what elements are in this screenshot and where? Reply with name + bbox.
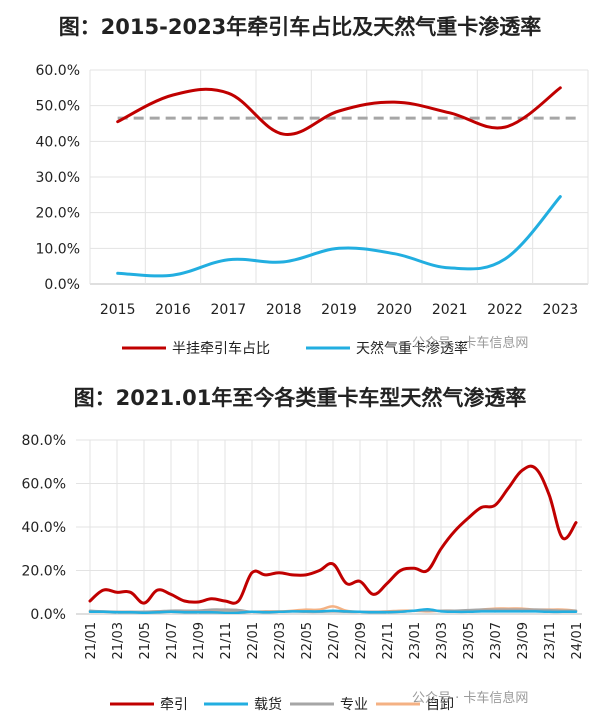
chart-2: 图：2021.01年至今各类重卡车型天然气渗透率 0.0% 20.0% 40.0% 6… [22,386,585,713]
series-line-2 [88,607,578,615]
x-tick-label: 22/01 [246,622,261,659]
y-tick-label: 20.0% [36,206,80,222]
chart-1: 图：2015-2023年牵引车占比及天然气重卡渗透率 0.0% 10.0% 20.0… [36,15,589,357]
y-tick-label: 0.0% [30,607,66,623]
y-tick-label: 40.0% [36,134,80,150]
x-tick-label: 2022 [487,302,523,318]
chart-2-x-ticks: 21/01 21/03 21/05 21/07 21/09 21/11 22/01 22/03… [84,622,585,659]
y-tick-label: 0.0% [44,277,80,293]
x-tick-label: 24/01 [570,622,585,659]
legend-label-4: 自卸 [426,697,454,713]
y-tick-label: 40.0% [22,520,66,536]
y-tick-label: 60.0% [22,477,66,493]
y-tick-label: 50.0% [36,99,80,115]
y-tick-label: 10.0% [36,241,80,257]
chart-2-legend: 牵引 载货 专业 自卸 [110,696,454,713]
legend-label-1: 半挂牵引车占比 [172,340,270,357]
y-tick-label: 60.0% [36,63,80,79]
x-tick-label: 21/03 [111,622,126,659]
y-tick-label: 80.0% [22,433,66,449]
x-tick-label: 2016 [155,302,191,318]
chart-1-title: 图：2015-2023年牵引车占比及天然气重卡渗透率 [59,15,542,39]
x-tick-label: 22/07 [327,622,342,659]
chart-2-y-ticks: 0.0% 20.0% 40.0% 60.0% 80.0% [22,433,66,623]
watermark-top: 公众号 · 卡车信息网 [412,335,528,351]
x-tick-label: 21/05 [138,622,153,659]
chart-1-series [116,86,578,278]
series-line-1 [116,86,562,136]
x-tick-label: 2017 [211,302,247,318]
watermark-bottom: 公众号 · 卡车信息网 [412,690,528,706]
chart-1-y-ticks: 0.0% 10.0% 20.0% 30.0% 40.0% 50.0% 60.0% [36,63,80,293]
x-tick-label: 2023 [543,302,579,318]
x-tick-label: 23/11 [543,622,558,659]
series-line-1 [88,464,578,605]
x-tick-label: 22/11 [381,622,396,659]
x-tick-label: 21/09 [192,622,207,659]
x-tick-label: 2018 [266,302,302,318]
x-tick-label: 2019 [321,302,357,318]
x-tick-label: 23/05 [462,622,477,659]
x-tick-label: 2020 [377,302,413,318]
y-tick-label: 20.0% [22,564,66,580]
legend-label-3: 专业 [340,697,368,713]
x-tick-label: 23/09 [516,622,531,659]
x-tick-label: 2021 [432,302,468,318]
legend-label-2: 载货 [254,696,282,713]
chart-1-gridlines [89,69,589,285]
x-tick-label: 21/11 [219,622,234,659]
y-tick-label: 30.0% [36,170,80,186]
x-tick-label: 22/09 [354,622,369,659]
chart-1-legend: 半挂牵引车占比 天然气重卡渗透率 [122,340,468,357]
x-tick-label: 22/03 [273,622,288,659]
x-tick-label: 23/03 [435,622,450,659]
legend-label-1: 牵引 [160,697,188,713]
chart-2-gridlines [76,439,582,615]
legend-label-2: 天然气重卡渗透率 [356,340,468,357]
chart-2-series [88,464,578,615]
chart-2-title: 图：2021.01年至今各类重卡车型天然气渗透率 [74,386,527,410]
x-tick-label: 23/01 [408,622,423,659]
x-tick-label: 21/07 [165,622,180,659]
series-line-2 [116,195,562,278]
x-tick-label: 23/07 [489,622,504,659]
x-tick-label: 21/01 [84,622,99,659]
chart-1-x-ticks: 2015 2016 2017 2018 2019 2020 2021 2022 2023 [100,302,578,318]
x-tick-label: 2015 [100,302,136,318]
x-tick-label: 22/05 [300,622,315,659]
